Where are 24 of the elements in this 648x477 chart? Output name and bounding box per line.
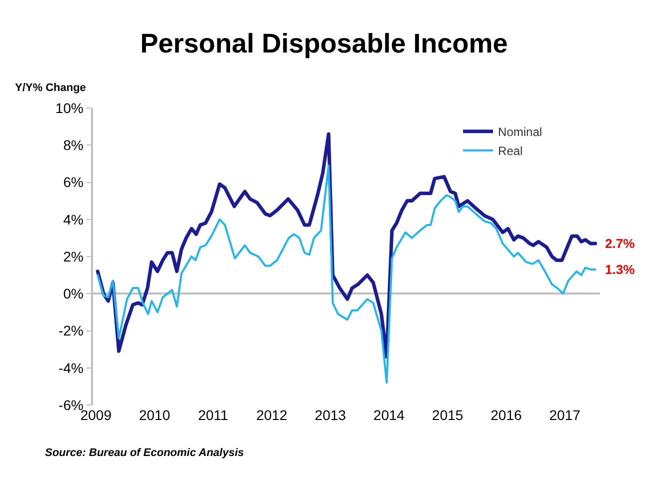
x-tick-label: 2014: [373, 407, 405, 423]
legend-label: Nominal: [498, 125, 542, 140]
y-tick-label: 2%: [63, 248, 84, 264]
x-tick-label: 2011: [198, 407, 228, 423]
x-tick-label: 2012: [256, 407, 288, 423]
annotation: 2.7%: [605, 236, 636, 251]
y-tick-label: -2%: [58, 322, 84, 339]
y-tick-label: 8%: [63, 137, 84, 154]
legend-label: Real: [498, 144, 523, 158]
y-tick-label: -4%: [58, 360, 84, 376]
x-tick-label: 2016: [490, 407, 522, 423]
x-tick-label: 2013: [314, 407, 346, 423]
y-tick-label: 10%: [55, 100, 84, 116]
y-axis-title: Y/Y% Change: [15, 82, 86, 94]
y-tick-label: 6%: [63, 174, 84, 190]
chart-title: Personal Disposable Income: [140, 28, 508, 58]
x-tick-label: 2010: [138, 407, 170, 423]
annotation: 1.3%: [605, 262, 636, 277]
source-note: Source: Bureau of Economic Analysis: [45, 447, 244, 459]
y-tick-label: 4%: [63, 211, 84, 228]
line-series: [96, 164, 596, 384]
y-tick-label: 0%: [63, 286, 84, 302]
x-tick-label: 2017: [549, 407, 581, 423]
x-tick-label: 2015: [432, 407, 464, 423]
